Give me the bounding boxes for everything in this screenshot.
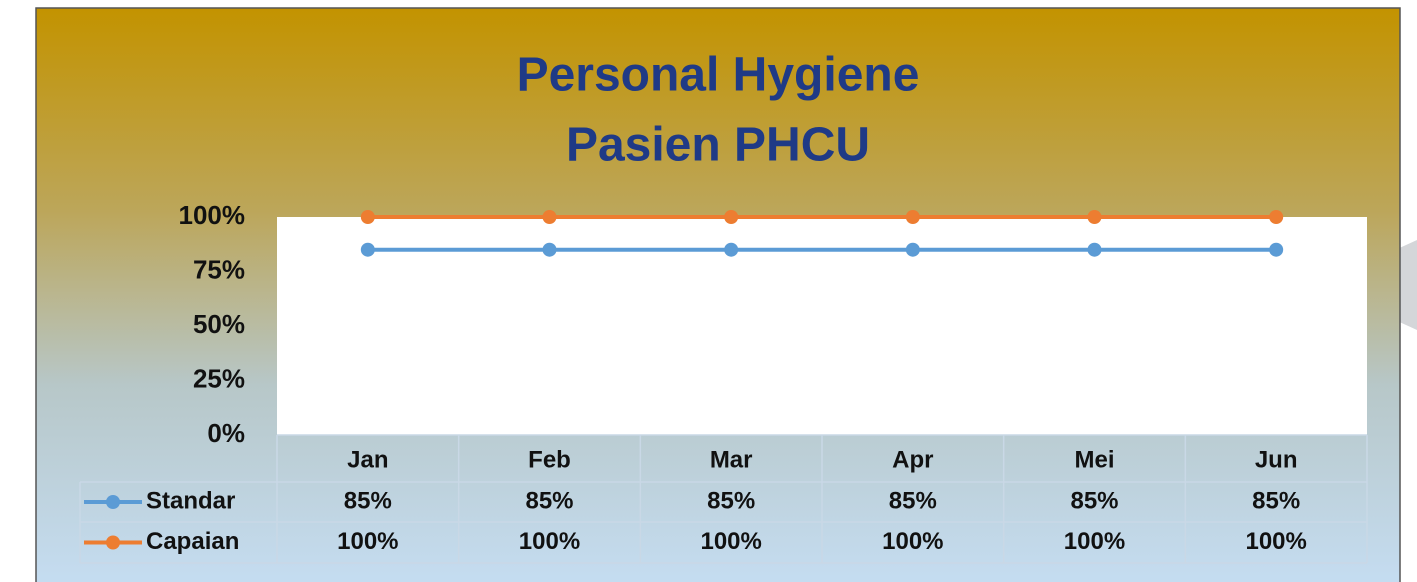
data-label: 100% — [882, 528, 943, 555]
y-tick-label: 0% — [207, 418, 245, 448]
data-point — [542, 210, 557, 224]
x-tick-label: Mei — [1074, 446, 1114, 473]
y-tick-label: 100% — [179, 200, 246, 230]
data-point — [1087, 210, 1102, 224]
legend-key — [106, 495, 120, 509]
data-label: 85% — [889, 487, 937, 514]
data-point — [1269, 210, 1284, 224]
y-tick-label: 75% — [193, 254, 245, 284]
data-label: 85% — [525, 487, 573, 514]
x-tick-label: Jun — [1255, 446, 1298, 473]
data-label: 100% — [1064, 528, 1125, 555]
legend-label: Standar — [146, 487, 235, 514]
y-tick-label: 25% — [193, 363, 245, 393]
data-label: 100% — [337, 528, 398, 555]
x-tick-label: Apr — [892, 446, 933, 473]
data-label: 100% — [700, 528, 761, 555]
x-tick-label: Feb — [528, 446, 571, 473]
x-tick-label: Mar — [710, 446, 753, 473]
data-point — [1269, 242, 1284, 257]
data-point — [724, 210, 739, 224]
data-label: 100% — [1245, 528, 1306, 555]
legend-key — [106, 535, 120, 550]
data-point — [1087, 242, 1102, 257]
legend-label: Capaian — [146, 528, 239, 555]
data-label: 85% — [1070, 487, 1118, 514]
data-point — [905, 242, 920, 257]
data-point — [360, 210, 375, 224]
data-point — [724, 242, 739, 257]
data-point — [360, 242, 375, 257]
chart-title: Pasien PHCU — [566, 119, 870, 172]
x-tick-label: Jan — [347, 446, 388, 473]
chart-title: Personal Hygiene — [517, 49, 920, 102]
data-label: 85% — [707, 487, 755, 514]
y-tick-label: 50% — [193, 309, 245, 339]
data-label: 100% — [519, 528, 580, 555]
data-point — [542, 242, 557, 257]
data-label: 85% — [1252, 487, 1300, 514]
plot-area — [277, 217, 1367, 435]
data-label: 85% — [344, 487, 392, 514]
data-point — [905, 210, 920, 224]
